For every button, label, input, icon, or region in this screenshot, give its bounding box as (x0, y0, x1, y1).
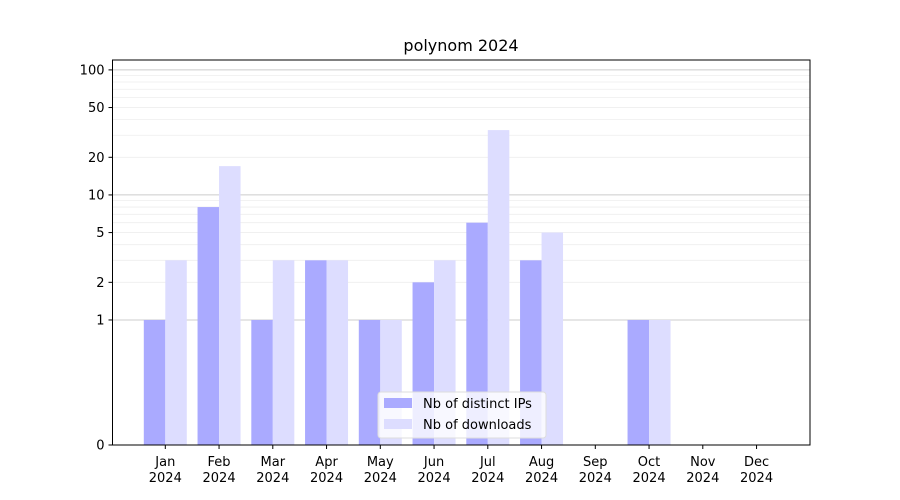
bar-distinct-ips-apr (305, 260, 327, 445)
bar-downloads-apr (326, 260, 349, 445)
x-tick-label-month: Mar (261, 455, 286, 470)
x-tick-label-month: Apr (315, 455, 338, 470)
x-tick-label-year: 2024 (310, 471, 343, 486)
x-tick-label-month: Oct (638, 455, 660, 470)
bar-downloads-oct (649, 319, 671, 445)
legend-label: Nb of downloads (423, 418, 532, 433)
bar-distinct-ips-oct (627, 319, 650, 445)
x-tick-label-year: 2024 (203, 471, 236, 486)
legend: Nb of distinct IPs Nb of downloads (377, 391, 547, 439)
bar-distinct-ips-jul (466, 222, 488, 445)
x-tick-label-month: Jun (423, 455, 444, 470)
y-tick-label: 1 (96, 313, 104, 328)
x-tick-label-year: 2024 (149, 471, 182, 486)
x-tick-label-year: 2024 (256, 471, 289, 486)
legend-swatch (384, 419, 412, 429)
x-tick-label-month: Feb (208, 455, 231, 470)
bar-distinct-ips-mar (251, 319, 273, 445)
y-axis-ticks: 0 1 2 5 10 20 50 100 (80, 63, 113, 454)
x-tick-label-month: May (367, 455, 394, 470)
bar-distinct-ips-feb (197, 207, 220, 445)
y-tick-label: 2 (96, 276, 104, 291)
x-tick-label-month: Aug (529, 455, 554, 470)
x-axis-ticks: Jan2024Feb2024Mar2024Apr2024May2024Jun20… (149, 445, 773, 486)
bar-distinct-ips-jan (143, 319, 166, 445)
x-tick-label-month: Nov (690, 455, 716, 470)
legend-label: Nb of distinct IPs (423, 397, 532, 412)
x-tick-label-month: Jan (154, 455, 175, 470)
x-tick-label-year: 2024 (525, 471, 558, 486)
chart-title: polynom 2024 (403, 36, 518, 55)
legend-swatch (384, 398, 412, 408)
x-tick-label-month: Sep (583, 455, 608, 470)
bar-downloads-mar (272, 260, 295, 445)
y-tick-label: 5 (96, 226, 104, 241)
y-tick-label: 10 (88, 188, 105, 203)
x-tick-label-year: 2024 (471, 471, 504, 486)
bar-downloads-aug (541, 232, 564, 445)
x-tick-label-year: 2024 (633, 471, 666, 486)
x-tick-label-month: Jul (479, 455, 496, 470)
x-tick-label-year: 2024 (579, 471, 612, 486)
bar-downloads-jan (165, 260, 187, 445)
bar-downloads-jul (487, 130, 510, 445)
y-tick-label: 0 (96, 439, 104, 454)
x-tick-label-year: 2024 (418, 471, 451, 486)
x-tick-label-month: Dec (744, 455, 769, 470)
x-tick-label-year: 2024 (686, 471, 719, 486)
plot-frame (112, 59, 811, 446)
y-tick-label: 20 (88, 151, 105, 166)
bar-distinct-ips-may (358, 319, 381, 445)
y-tick-label: 50 (88, 101, 105, 116)
x-tick-label-year: 2024 (740, 471, 773, 486)
x-tick-label-year: 2024 (364, 471, 397, 486)
bar-downloads-feb (219, 166, 241, 445)
legend-box (377, 391, 547, 439)
y-tick-label: 100 (80, 63, 105, 78)
